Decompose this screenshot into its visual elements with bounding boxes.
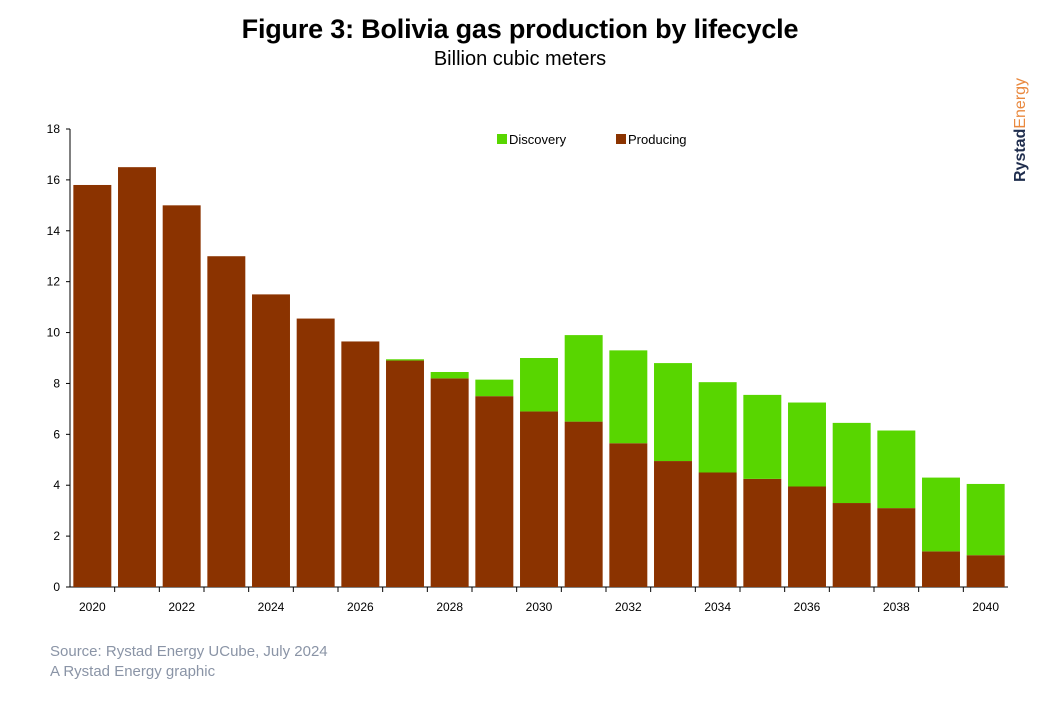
bar-producing-2029	[475, 396, 514, 587]
x-tick-label: 2038	[883, 600, 910, 614]
bar-discovery-2028	[430, 371, 469, 379]
legend-label-discovery: Discovery	[509, 132, 567, 147]
legend-swatch-producing	[616, 134, 626, 144]
bar-discovery-2030	[520, 358, 558, 412]
bar-producing-2040	[966, 555, 1005, 587]
y-tick-label: 14	[47, 224, 61, 238]
credit-note: A Rystad Energy graphic	[50, 663, 216, 680]
footer: Source: Rystad Energy UCube, July 2024 A…	[50, 642, 328, 682]
y-tick-label: 4	[53, 478, 60, 492]
x-tick-label: 2020	[79, 600, 106, 614]
chart-subtitle: Billion cubic meters	[433, 48, 607, 70]
y-tick-label: 18	[47, 122, 61, 136]
bar-producing-2038	[877, 508, 916, 587]
bar-producing-2022	[162, 205, 201, 588]
x-tick-label: 2032	[615, 600, 642, 614]
bar-producing-2032	[609, 443, 648, 587]
bar-producing-2025	[296, 318, 335, 587]
bar-discovery-2036	[788, 402, 826, 487]
bar-discovery-2037	[832, 422, 871, 504]
bar-producing-2037	[832, 503, 871, 587]
y-tick-label: 16	[47, 173, 61, 187]
bar-producing-2039	[922, 551, 960, 587]
y-tick-label: 8	[53, 376, 60, 390]
x-tick-label: 2028	[436, 600, 463, 614]
bar-discovery-2038	[877, 430, 916, 509]
bar-producing-2033	[654, 461, 692, 587]
y-tick-label: 2	[53, 529, 60, 543]
bar-discovery-2040	[966, 483, 1005, 556]
bar-discovery-2039	[922, 477, 960, 552]
x-tick-label: 2024	[258, 600, 285, 614]
chart-title: Figure 3: Bolivia gas production by life…	[241, 14, 799, 44]
source-note: Source: Rystad Energy UCube, July 2024	[50, 643, 328, 660]
bar-discovery-2032	[609, 350, 648, 444]
legend-swatch-discovery	[497, 134, 507, 144]
bar-producing-2024	[252, 294, 290, 587]
bar-discovery-2033	[654, 363, 692, 462]
bar-producing-2027	[386, 360, 424, 587]
y-tick-label: 12	[47, 275, 61, 289]
bar-discovery-2035	[743, 394, 782, 479]
x-tick-label: 2034	[704, 600, 731, 614]
legend-label-producing: Producing	[628, 132, 687, 147]
bar-discovery-2029	[475, 379, 514, 397]
bar-producing-2020	[73, 184, 112, 587]
bar-producing-2035	[743, 478, 782, 587]
bar-producing-2023	[207, 256, 246, 587]
bar-producing-2034	[698, 472, 737, 587]
y-tick-label: 6	[53, 427, 60, 441]
y-tick-label: 10	[47, 326, 61, 340]
x-tick-label: 2040	[972, 600, 999, 614]
bar-producing-2028	[430, 378, 469, 587]
x-tick-label: 2036	[794, 600, 821, 614]
x-tick-label: 2026	[347, 600, 374, 614]
y-tick-label: 0	[53, 580, 60, 594]
bar-producing-2026	[341, 341, 380, 587]
bar-producing-2030	[520, 411, 558, 587]
x-tick-label: 2030	[526, 600, 553, 614]
bar-discovery-2031	[564, 335, 603, 422]
bar-producing-2036	[788, 486, 826, 587]
bar-discovery-2034	[698, 382, 737, 473]
bar-discovery-2027	[386, 359, 424, 361]
x-tick-label: 2022	[168, 600, 195, 614]
bar-producing-2021	[118, 167, 156, 587]
bar-producing-2031	[564, 421, 603, 587]
